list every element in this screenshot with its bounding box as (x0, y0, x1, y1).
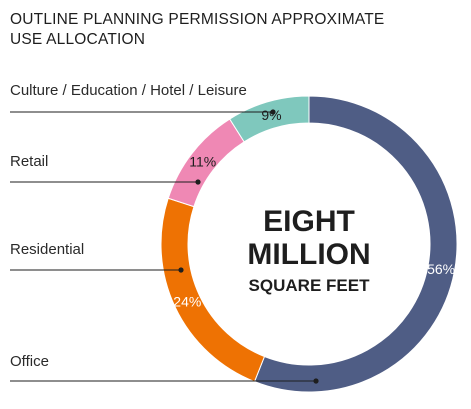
percentage-labels: 56% 24% 11% 9% (173, 107, 455, 309)
pct-label-culture-education-hotel-leisure: 9% (261, 107, 281, 123)
slice-culture-education-hotel-leisure (229, 95, 310, 143)
category-label-culture-education-hotel-leisure: Culture / Education / Hotel / Leisure (10, 82, 247, 99)
center-text-line-3: SQUARE FEET (249, 276, 371, 295)
category-label-retail: Retail (10, 153, 48, 170)
pct-label-retail: 11% (189, 154, 216, 170)
center-text: EIGHT MILLION SQUARE FEET (247, 205, 370, 295)
slice-office (253, 95, 458, 393)
chart-title: OUTLINE PLANNING PERMISSION APPROXIMATE … (10, 10, 384, 50)
category-label-residential: Residential (10, 241, 84, 258)
donut-slices (160, 95, 458, 393)
category-label-office: Office (10, 353, 49, 370)
pct-label-residential: 24% (173, 293, 201, 309)
category-callouts: Office Residential Retail Culture / Educati… (10, 82, 319, 384)
center-text-line-1: EIGHT (263, 205, 355, 238)
leader-dot-culture-education-hotel-leisure (270, 109, 276, 115)
leader-dot-retail (195, 179, 201, 185)
leader-dot-residential (178, 267, 184, 273)
leader-dot-office (313, 378, 319, 384)
center-text-line-2: MILLION (247, 238, 370, 271)
chart-title-line-1: OUTLINE PLANNING PERMISSION APPROXIMATE (10, 11, 385, 28)
pct-label-office: 56% (427, 261, 455, 277)
chart-title-line-2: USE ALLOCATION (10, 31, 146, 48)
